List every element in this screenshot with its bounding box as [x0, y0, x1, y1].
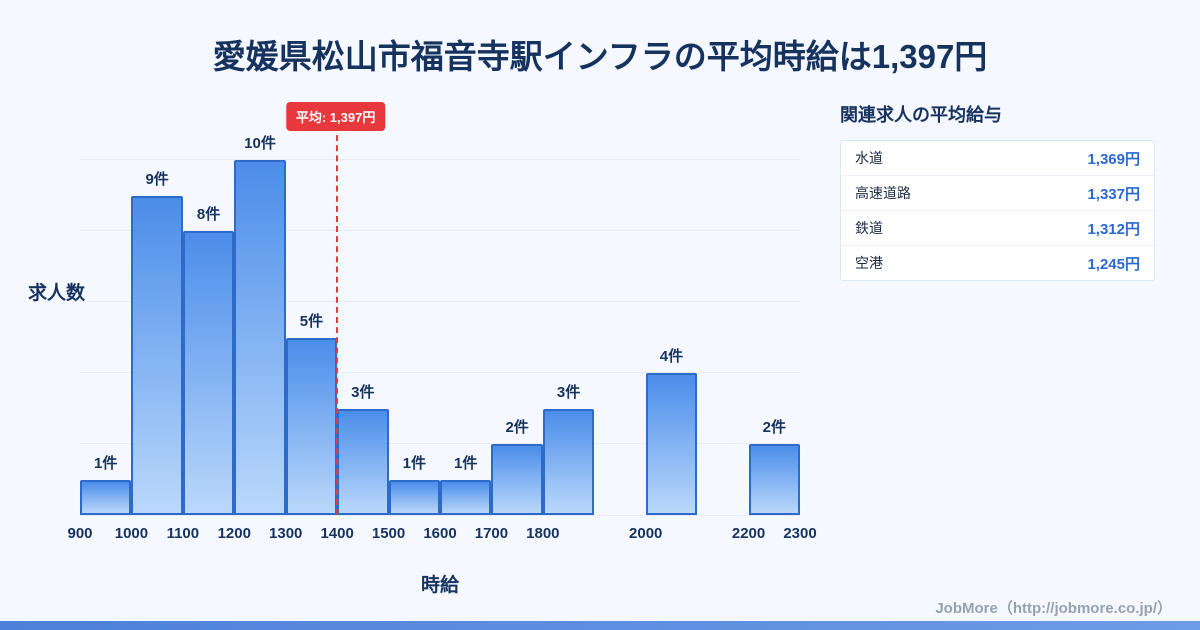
footer-credit: JobMore（http://jobmore.co.jp/） — [935, 600, 1172, 617]
histogram-bar — [491, 444, 543, 515]
bar-count-label: 4件 — [659, 348, 684, 366]
plot-area: 1件 9件 8件 10件 5件 3件 1件 1件 2件 3件 4件 2件 900 1000 1100 1200… — [67, 125, 817, 542]
gridline — [80, 159, 800, 161]
gridline — [80, 230, 800, 232]
related-salary-card: 水道 1,369円 高速道路 1,337円 鉄道 1,312円 空港 1,245… — [840, 140, 1155, 281]
histogram-bar — [337, 408, 389, 515]
gridline — [80, 372, 800, 374]
salary-row-label: 水道 — [855, 150, 883, 166]
x-tick-label: 2000 — [629, 525, 663, 542]
histogram-bar — [80, 479, 132, 515]
y-axis-label: 求人数 — [28, 283, 86, 304]
page-title: 愛媛県松山市福音寺駅インフラの平均時給は1,397円 — [212, 38, 988, 75]
bar-count-label: 8件 — [196, 206, 221, 224]
histogram-bar — [285, 337, 338, 515]
x-tick-label: 1200 — [217, 525, 251, 542]
histogram-bar — [234, 160, 286, 515]
salary-row-value: 1,312円 — [1087, 220, 1140, 238]
salary-row: 高速道路 1,337円 — [841, 176, 1154, 211]
average-line — [335, 125, 338, 515]
bar-count-label: 2件 — [505, 419, 529, 437]
histogram-bar — [440, 479, 492, 515]
salary-row-label: 空港 — [855, 255, 883, 271]
gridline — [80, 443, 800, 445]
x-axis-label: 時給 — [420, 575, 459, 596]
bar-count-label: 1件 — [454, 454, 478, 472]
bar-count-label: 10件 — [244, 135, 276, 153]
bar-count-label: 3件 — [556, 383, 581, 401]
x-tick-label: 1500 — [371, 525, 406, 542]
bar-count-label: 2件 — [762, 419, 786, 437]
x-tick-label: 1300 — [269, 525, 303, 542]
bar-count-label: 1件 — [94, 454, 118, 472]
bar-count-label: 3件 — [351, 383, 375, 401]
x-tick-label: 2300 — [783, 525, 817, 542]
histogram-bar — [542, 408, 595, 515]
histogram-bar — [645, 373, 698, 515]
bottom-accent-bar — [0, 621, 1200, 630]
x-tick-label: 1800 — [526, 525, 560, 542]
x-tick-label: 900 — [67, 525, 93, 542]
side-panel-title: 関連求人の平均給与 — [840, 105, 1002, 125]
salary-row-value: 1,245円 — [1087, 255, 1140, 273]
bar-count-label: 5件 — [299, 312, 324, 330]
x-tick-label: 2200 — [731, 525, 766, 542]
histogram-bar — [388, 479, 440, 515]
bar-count-label: 9件 — [145, 170, 169, 188]
gridline — [80, 301, 800, 303]
salary-row-value: 1,369円 — [1087, 150, 1140, 168]
x-tick-label: 1400 — [320, 525, 354, 542]
x-tick-label: 1600 — [423, 525, 457, 542]
x-tick-label: 1100 — [166, 525, 200, 542]
histogram-bar — [131, 195, 183, 515]
salary-row: 空港 1,245円 — [841, 246, 1154, 280]
average-badge: 平均: 1,397円 — [285, 102, 386, 131]
bar-count-label: 1件 — [402, 454, 426, 472]
average-badge-label: 平均: 1,397円 — [295, 110, 376, 125]
x-tick-label: 1000 — [114, 525, 149, 542]
histogram-bar — [748, 444, 800, 515]
salary-row-value: 1,337円 — [1087, 185, 1140, 203]
salary-row-label: 高速道路 — [855, 185, 911, 201]
x-tick-label: 1700 — [474, 525, 509, 542]
histogram-bar — [182, 231, 235, 515]
salary-row: 水道 1,369円 — [841, 141, 1154, 176]
salary-row-label: 鉄道 — [855, 220, 883, 236]
salary-row: 鉄道 1,312円 — [841, 211, 1154, 246]
